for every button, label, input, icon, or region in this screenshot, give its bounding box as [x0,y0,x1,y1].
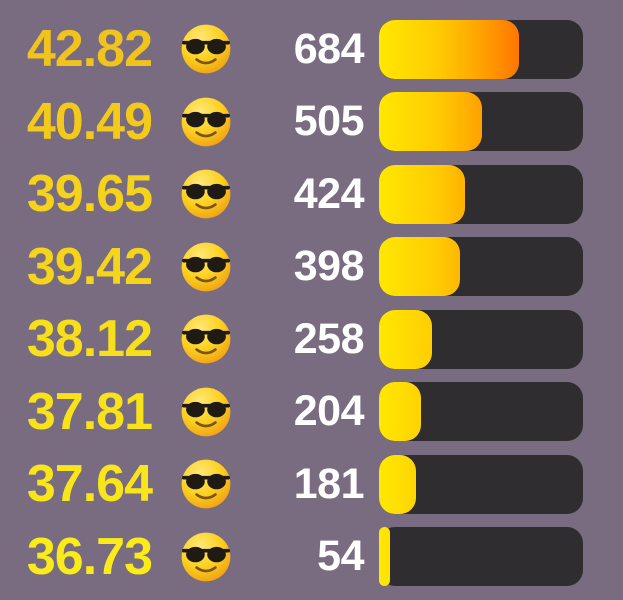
sunglasses-emoji-icon [180,96,232,148]
count-value: 505 [293,97,365,146]
score-value: 36.73 [26,527,153,586]
leaderboard-row: 39.42 398 [0,231,623,304]
bar-track [379,19,583,79]
leaderboard-row: 38.12 258 [0,303,623,376]
count-value: 684 [293,24,365,73]
bar-fill [379,19,519,79]
bar-fill [379,237,461,297]
score-value: 37.81 [26,382,153,441]
bar-track [379,382,583,442]
count-value: 258 [293,314,365,363]
leaderboard-row: 37.64 181 [0,448,623,521]
count-value: 398 [293,242,365,291]
sunglasses-emoji-icon [180,458,232,510]
score-value: 39.42 [26,237,153,296]
count-value: 424 [293,169,365,218]
bar-track [379,164,583,224]
leaderboard-row: 37.81 204 [0,376,623,449]
sunglasses-emoji-icon [180,168,232,220]
bar-track [379,454,583,514]
score-value: 38.12 [26,310,153,369]
bar-fill [379,309,432,369]
bar-fill [379,454,416,514]
leaderboard-row: 39.65 424 [0,158,623,231]
leaderboard-row: 42.82 684 [0,13,623,86]
bar-fill [379,382,421,442]
sunglasses-emoji-icon [180,531,232,583]
bar-track [379,309,583,369]
score-value: 42.82 [26,20,153,79]
bar-fill [379,527,391,587]
count-value: 54 [317,532,364,581]
bar-track [379,92,583,152]
score-value: 39.65 [26,165,153,224]
count-value: 204 [293,387,365,436]
sunglasses-emoji-icon [180,386,232,438]
bar-fill [379,164,466,224]
score-value: 40.49 [26,92,153,151]
leaderboard-row: 36.73 54 [0,521,623,594]
sunglasses-emoji-icon [180,241,232,293]
sunglasses-emoji-icon [180,23,232,75]
score-value: 37.64 [26,455,153,514]
bar-track [379,237,583,297]
bar-track [379,527,583,587]
sunglasses-emoji-icon [180,313,232,365]
leaderboard-row: 40.49 505 [0,86,623,159]
count-value: 181 [293,459,365,508]
bar-fill [379,92,483,152]
